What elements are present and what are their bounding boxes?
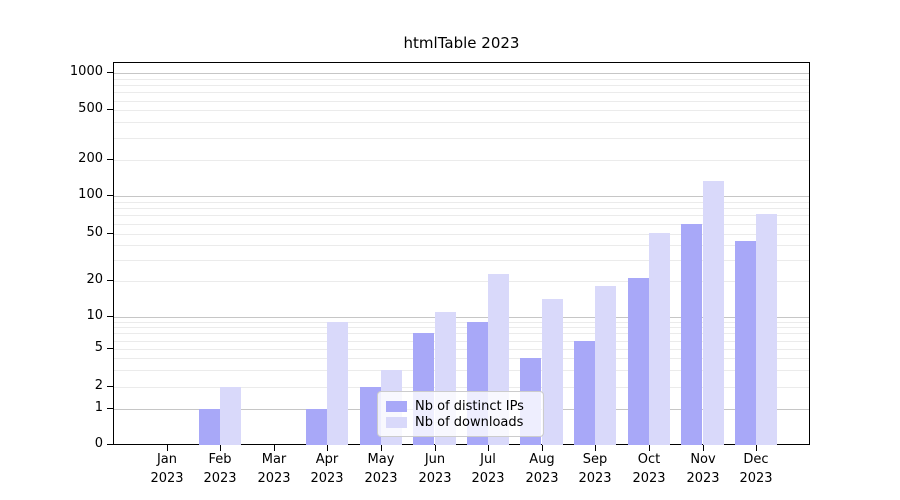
y-tick-label: 1 [94,400,103,415]
minor-gridline [114,202,809,203]
y-tick-label: 1000 [69,64,103,79]
y-tick-label: 5 [94,340,103,355]
bar-distinct-ips [360,387,381,445]
minor-gridline [114,341,809,342]
minor-gridline [114,260,809,261]
bar-downloads [220,387,241,445]
y-tick-mark [107,72,113,73]
bar-downloads [542,299,563,445]
x-tick-label: Nov 2023 [686,452,720,486]
y-tick-label: 2 [94,378,103,393]
x-tick-label: Dec 2023 [739,452,773,486]
bar-downloads [756,214,777,445]
y-tick-label: 200 [78,151,103,166]
bar-distinct-ips [199,409,220,445]
x-tick-label: Sep 2023 [578,452,612,486]
y-tick-mark [107,159,113,160]
x-tick-mark [488,445,489,451]
major-gridline [114,73,809,74]
minor-gridline [114,138,809,139]
x-tick-label: Feb 2023 [203,452,237,486]
y-tick-label: 20 [86,272,103,287]
y-tick-mark [107,316,113,317]
y-tick-label: 500 [78,101,103,116]
minor-gridline [114,327,809,328]
y-tick-mark [107,408,113,409]
minor-gridline [114,101,809,102]
y-tick-mark [107,233,113,234]
x-tick-mark [274,445,275,451]
chart-title: htmlTable 2023 [403,34,520,52]
y-tick-label: 100 [78,187,103,202]
y-tick-mark [107,280,113,281]
y-tick-mark [107,195,113,196]
plot-area [113,62,810,445]
minor-gridline [114,322,809,323]
x-tick-mark [220,445,221,451]
minor-gridline [114,160,809,161]
minor-gridline [114,110,809,111]
y-tick-label: 0 [94,436,103,451]
y-tick-mark [107,109,113,110]
minor-gridline [114,333,809,334]
legend-swatch-downloads [386,416,407,428]
minor-gridline [114,215,809,216]
minor-gridline [114,224,809,225]
y-tick-label: 50 [86,225,103,240]
x-tick-label: Aug 2023 [525,452,559,486]
bar-distinct-ips [681,224,702,445]
x-tick-mark [435,445,436,451]
minor-gridline [114,387,809,388]
bar-downloads [703,181,724,445]
y-tick-mark [107,386,113,387]
y-tick-label: 10 [86,308,103,323]
x-tick-mark [595,445,596,451]
minor-gridline [114,358,809,359]
minor-gridline [114,208,809,209]
bar-distinct-ips [628,278,649,445]
minor-gridline [114,370,809,371]
x-tick-mark [542,445,543,451]
legend-item-distinct-ips: Nb of distinct IPs [386,398,533,414]
x-tick-mark [327,445,328,451]
minor-gridline [114,92,809,93]
x-tick-label: Jul 2023 [471,452,505,486]
minor-gridline [114,281,809,282]
x-tick-label: Mar 2023 [257,452,291,486]
x-tick-mark [649,445,650,451]
bar-distinct-ips [574,341,595,445]
x-tick-mark [756,445,757,451]
minor-gridline [114,122,809,123]
legend-swatch-distinct-ips [386,400,407,412]
legend-label-distinct-ips: Nb of distinct IPs [415,398,524,414]
minor-gridline [114,349,809,350]
x-tick-label: Jan 2023 [150,452,184,486]
bar-downloads [595,286,616,445]
minor-gridline [114,85,809,86]
minor-gridline [114,245,809,246]
major-gridline [114,317,809,318]
x-tick-label: Jun 2023 [418,452,452,486]
y-tick-mark [107,444,113,445]
x-tick-mark [703,445,704,451]
bar-distinct-ips [306,409,327,445]
legend-label-downloads: Nb of downloads [415,414,524,430]
major-gridline [114,196,809,197]
x-tick-label: Oct 2023 [632,452,666,486]
bar-distinct-ips [735,241,756,445]
minor-gridline [114,234,809,235]
x-tick-label: May 2023 [364,452,398,486]
legend: Nb of distinct IPs Nb of downloads [377,391,544,437]
legend-item-downloads: Nb of downloads [386,414,533,430]
bar-downloads [327,322,348,445]
x-tick-mark [381,445,382,451]
minor-gridline [114,79,809,80]
bar-downloads [649,233,670,445]
y-tick-mark [107,348,113,349]
x-tick-mark [167,445,168,451]
x-tick-label: Apr 2023 [310,452,344,486]
